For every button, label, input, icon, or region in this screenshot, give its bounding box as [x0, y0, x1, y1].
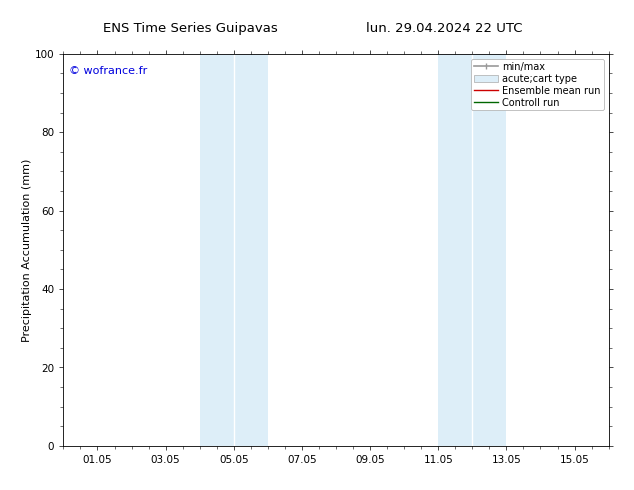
Bar — [472, 54, 507, 446]
Bar — [438, 54, 472, 446]
Text: © wofrance.fr: © wofrance.fr — [69, 66, 147, 75]
Legend: min/max, acute;cart type, Ensemble mean run, Controll run: min/max, acute;cart type, Ensemble mean … — [471, 59, 604, 110]
Text: lun. 29.04.2024 22 UTC: lun. 29.04.2024 22 UTC — [366, 22, 522, 35]
Text: ENS Time Series Guipavas: ENS Time Series Guipavas — [103, 22, 278, 35]
Bar — [200, 54, 234, 446]
Y-axis label: Precipitation Accumulation (mm): Precipitation Accumulation (mm) — [22, 158, 32, 342]
Bar — [234, 54, 268, 446]
